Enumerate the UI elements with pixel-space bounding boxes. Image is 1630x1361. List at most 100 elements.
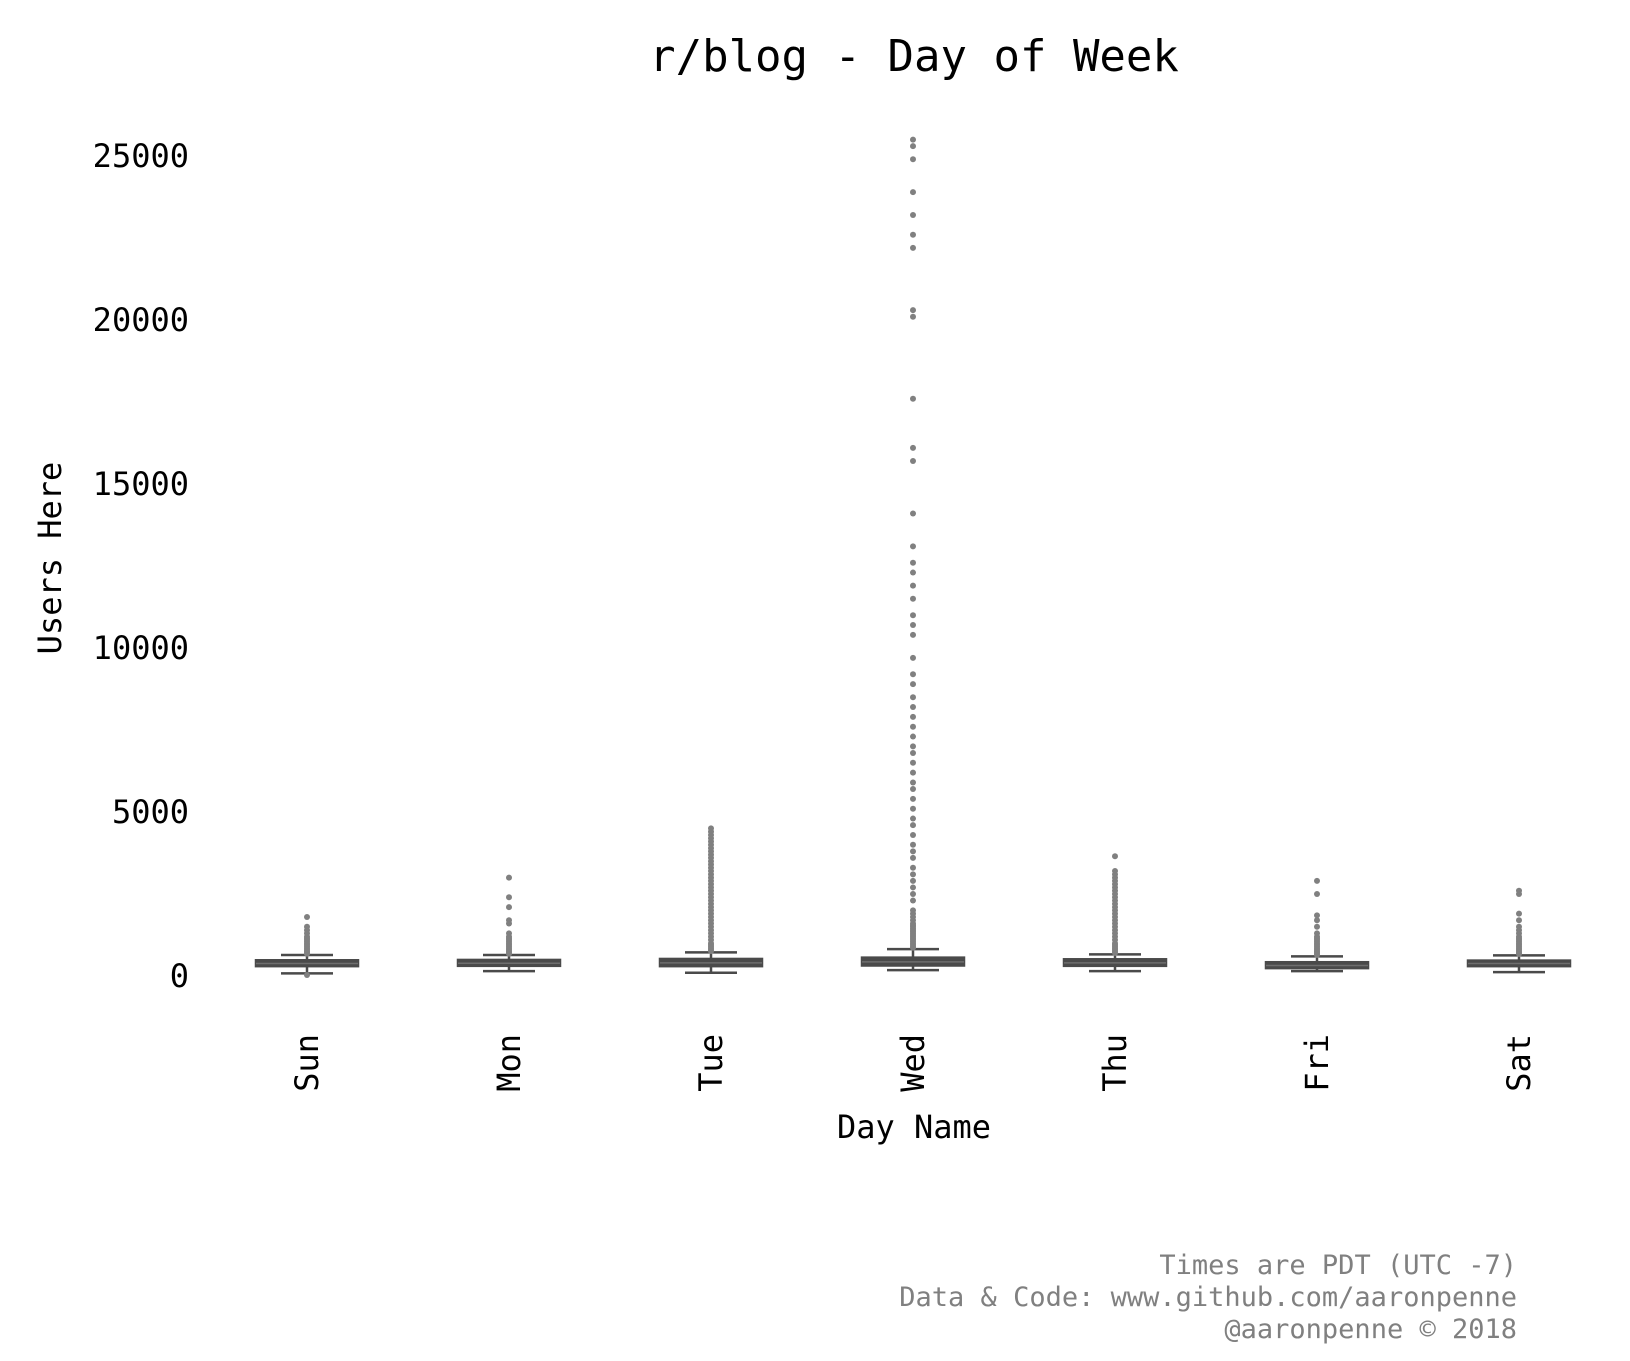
outlier-point xyxy=(910,907,916,914)
outlier-point xyxy=(304,972,310,979)
outlier-point xyxy=(1516,887,1522,894)
outlier-point xyxy=(910,313,916,320)
outlier-point xyxy=(910,244,916,251)
outlier-point xyxy=(1112,853,1118,860)
outlier-point xyxy=(910,769,916,776)
outlier-point xyxy=(910,681,916,688)
y-tick-label: 10000 xyxy=(93,629,189,667)
x-axis: Sun Mon Tue Wed Thu Fri Sat xyxy=(288,1034,1538,1092)
box-fri xyxy=(1264,877,1370,973)
outlier-point xyxy=(910,743,916,750)
outlier-point xyxy=(910,831,916,838)
outlier-point xyxy=(910,779,916,786)
outlier-point xyxy=(910,654,916,661)
outlier-point xyxy=(910,871,916,878)
outlier-point xyxy=(1314,930,1320,937)
outlier-point xyxy=(910,864,916,871)
outlier-point xyxy=(304,923,310,930)
outlier-point xyxy=(1314,877,1320,884)
outlier-point xyxy=(506,894,512,901)
x-tick-label: Sat xyxy=(1500,1034,1538,1092)
box-mon xyxy=(456,874,562,973)
outlier-point xyxy=(1314,917,1320,924)
outlier-point xyxy=(910,307,916,314)
outlier-point xyxy=(1516,923,1522,930)
outlier-point xyxy=(910,510,916,517)
outlier-point xyxy=(910,543,916,550)
outlier-point xyxy=(1314,891,1320,897)
outlier-point xyxy=(910,694,916,701)
x-tick-label: Mon xyxy=(490,1034,528,1092)
footer-data-code: Data & Code: www.github.com/aaronpenne xyxy=(899,1282,1517,1313)
outlier-point xyxy=(910,212,916,219)
outlier-point xyxy=(910,143,916,150)
outlier-point xyxy=(1314,923,1320,930)
outlier-point xyxy=(910,733,916,740)
x-tick-label: Wed xyxy=(894,1034,932,1092)
outlier-point xyxy=(910,569,916,576)
outlier-point xyxy=(910,822,916,829)
outlier-point xyxy=(910,704,916,711)
outlier-point xyxy=(910,136,916,143)
x-tick-label: Fri xyxy=(1298,1034,1336,1092)
y-axis: 0 5000 10000 15000 20000 25000 xyxy=(93,137,189,995)
outlier-point xyxy=(1112,868,1118,875)
box-sat xyxy=(1466,887,1572,974)
y-tick-label: 15000 xyxy=(93,465,189,503)
outlier-point xyxy=(910,786,916,793)
outlier-point xyxy=(1516,910,1522,917)
outlier-point xyxy=(910,795,916,802)
outlier-point xyxy=(910,884,916,891)
outlier-point xyxy=(910,713,916,720)
outlier-point xyxy=(910,877,916,884)
outlier-point xyxy=(910,559,916,566)
y-tick-label: 25000 xyxy=(93,137,189,175)
outlier-point xyxy=(910,189,916,196)
box-thu xyxy=(1062,853,1168,973)
outlier-point xyxy=(910,805,916,812)
footer-times: Times are PDT (UTC -7) xyxy=(1159,1250,1517,1281)
y-axis-label: Users Here xyxy=(31,462,69,655)
x-tick-label: Sun xyxy=(288,1034,326,1092)
outlier-point xyxy=(910,631,916,638)
box-wed xyxy=(860,136,966,972)
x-axis-label: Day Name xyxy=(837,1108,991,1146)
y-tick-label: 20000 xyxy=(93,301,189,339)
outlier-point xyxy=(506,904,512,911)
outlier-point xyxy=(506,874,512,881)
chart-title: r/blog - Day of Week xyxy=(649,31,1179,82)
outlier-point xyxy=(910,749,916,756)
outlier-point xyxy=(910,897,916,904)
outlier-point xyxy=(910,848,916,855)
outlier-point xyxy=(910,395,916,402)
outlier-point xyxy=(1516,917,1522,924)
outlier-point xyxy=(910,841,916,848)
box-sun xyxy=(254,913,360,979)
x-tick-label: Tue xyxy=(692,1034,730,1092)
outlier-point xyxy=(910,759,916,766)
outlier-point xyxy=(910,854,916,861)
outlier-point xyxy=(910,458,916,465)
outlier-point xyxy=(910,891,916,897)
outlier-point xyxy=(910,444,916,451)
outlier-point xyxy=(910,156,916,163)
outlier-point xyxy=(910,612,916,619)
outlier-point xyxy=(506,930,512,937)
plot-area xyxy=(254,136,1572,979)
outlier-point xyxy=(910,671,916,678)
outlier-point xyxy=(910,582,916,589)
outlier-point xyxy=(910,231,916,238)
outlier-point xyxy=(1314,912,1320,919)
outlier-point xyxy=(910,815,916,822)
y-tick-label: 0 xyxy=(170,957,189,995)
footer-copyright: @aaronpenne © 2018 xyxy=(1224,1314,1517,1345)
outlier-point xyxy=(304,913,310,920)
x-tick-label: Thu xyxy=(1096,1034,1134,1092)
outlier-point xyxy=(910,595,916,602)
outlier-point xyxy=(910,622,916,629)
y-tick-label: 5000 xyxy=(112,793,189,831)
outlier-point xyxy=(708,825,714,832)
box-tue xyxy=(658,825,764,974)
outlier-point xyxy=(506,917,512,924)
